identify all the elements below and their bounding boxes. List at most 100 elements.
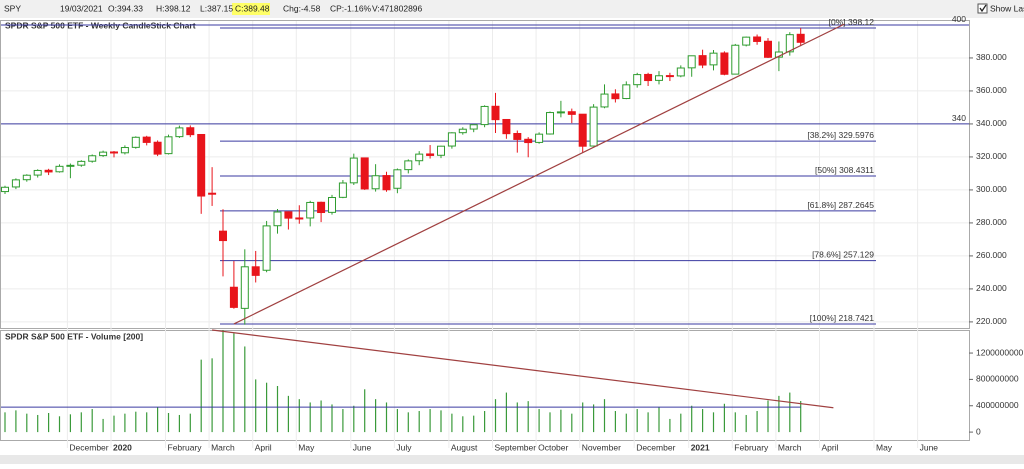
candle-body [655,75,663,81]
fib-value: 218.7421 [839,313,875,323]
high: H:398.12 [156,3,191,13]
candle-body [142,136,151,143]
candle-body [328,197,336,213]
y-tick-label: 360.000 [976,85,1007,95]
candle-body [33,169,42,176]
candle-body [251,266,260,276]
volume: V:471802896 [372,3,423,13]
candle-body [622,84,631,100]
candle-body [164,136,173,155]
fib-value: 287.2645 [839,200,875,210]
candle-body [11,179,20,188]
candle-body [578,113,587,147]
candle-body [55,165,64,173]
y-tick-label: 1200000000 [976,347,1024,357]
date: 19/03/2021 [60,3,103,13]
fib-level: [0%] [829,17,846,27]
candle-body [426,153,435,156]
x-tick-label: September [495,442,537,452]
candle-body [535,133,544,143]
candle-body [371,175,380,190]
candle-body [731,44,740,75]
candle-body [491,105,500,121]
x-tick-label: February [734,442,769,452]
x-tick-label: June [920,442,939,452]
candle-body [306,201,315,219]
candle-body [22,174,31,181]
candle-body [502,118,511,135]
show-last[interactable]: Show Last [990,3,1024,13]
candle-body [284,211,293,219]
checkbox[interactable] [977,3,988,14]
candle-body [99,151,108,157]
fib-value: 308.4311 [839,165,874,175]
candle-body [229,286,238,308]
x-tick-label: March [778,442,802,452]
candle-body [567,111,576,115]
candle-body [753,36,762,42]
y-tick-label: 0 [976,426,981,436]
level-label: 400 [952,14,966,24]
candle-body [393,169,402,189]
fib-value: 257.129 [843,250,874,260]
candle-body [524,138,533,144]
candle-body [785,34,794,53]
check-mark [979,4,987,13]
candle-body [469,124,478,130]
x-tick-label: December [69,442,108,452]
candle-body [360,157,369,190]
open: O:394.33 [108,3,143,13]
candle-body [186,127,195,136]
x-tick-label: June [353,442,372,452]
scrollbar [0,455,1024,464]
candle-body [644,73,653,82]
candle-body [120,147,129,154]
x-tick-label: May [876,442,893,452]
y-tick-label: 800000000 [976,374,1019,384]
candle-body [131,136,140,148]
candle-body [698,55,707,66]
fib-label: [50%] 308.4311 [815,165,874,175]
price-panel [0,20,970,329]
y-tick-label: 260.000 [976,250,1007,260]
y-tick-label: 280.000 [976,217,1007,227]
x-tick-label: July [396,442,412,452]
candle-body [600,93,609,108]
fib-label: [61.8%] 287.2645 [807,200,874,210]
trendline [233,23,845,325]
close: C:389.48 [235,3,270,13]
candle-body [742,36,751,46]
candle-body [338,182,347,198]
fib-label: [78.6%] 257.129 [812,250,874,260]
candle-body [208,192,217,195]
candle-body [273,211,282,227]
toolbar [0,0,1024,18]
x-tick-label: August [451,442,478,452]
x-tick-label: April [822,442,839,452]
candle-body [556,111,565,114]
candle-body [480,105,489,126]
fib-label: [38.2%] 329.5976 [807,130,874,140]
candle-body [77,160,86,166]
candle-body [633,74,642,86]
candle-body [437,145,445,156]
change: Chg:-4.58 [283,3,321,13]
x-tick-label: May [298,442,315,452]
y-tick-label: 220.000 [976,316,1007,326]
candle-body [546,112,554,135]
volume-trendline [212,329,834,409]
symbol: SPY [4,3,21,13]
x-tick-label: April [255,442,272,452]
candle-body [317,201,326,214]
candle-body [295,217,304,220]
candle-body [611,93,620,100]
candle-body [88,155,97,162]
candle-body [240,266,249,309]
y-tick-label: 400000000 [976,400,1019,410]
x-tick-label: December [636,442,675,452]
candle-body [44,169,53,173]
candle-body [349,157,358,184]
change-pct: CP:-1.16% [330,3,372,13]
candle-body [458,128,467,134]
candle-body [513,132,522,140]
